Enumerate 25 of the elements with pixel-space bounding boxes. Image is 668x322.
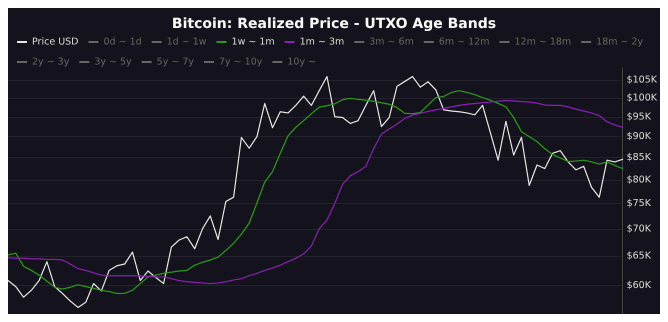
y-tick-label: $95K (626, 111, 652, 122)
legend-label: Price USD (32, 36, 78, 48)
legend-label: 1m ~ 3m (300, 36, 344, 48)
legend-label: 0d ~ 1d (103, 36, 142, 48)
y-tick-label: $80K (626, 174, 652, 186)
legend-label: 2y ~ 3y (32, 56, 70, 68)
legend-label: 10y ~ (287, 56, 316, 68)
legend-label: 12m ~ 18m (514, 36, 572, 48)
y-tick-label: $75K (626, 198, 652, 210)
legend-label: 1w ~ 1m (232, 36, 275, 48)
y-tick-label: $70K (626, 223, 652, 234)
legend-label: 6m ~ 12m (438, 36, 490, 48)
y-tick-label: $100K (626, 92, 658, 104)
y-tick-label: $60K (626, 280, 652, 291)
legend-label: 5y ~ 7y (156, 56, 194, 68)
legend-label: 3y ~ 5y (94, 56, 132, 68)
y-tick-label: $90K (626, 131, 652, 142)
legend-label: 1d ~ 1w (166, 36, 207, 48)
y-tick-label: $85K (626, 152, 652, 164)
y-tick-label: $65K (626, 250, 652, 262)
legend-label: 7y ~ 10y (218, 56, 263, 68)
legend-label: 3m ~ 6m (369, 36, 414, 48)
legend-label: 18m ~ 2y (596, 36, 644, 48)
chart-title: Bitcoin: Realized Price - UTXO Age Bands (172, 16, 496, 32)
y-tick-label: $105K (626, 74, 658, 86)
